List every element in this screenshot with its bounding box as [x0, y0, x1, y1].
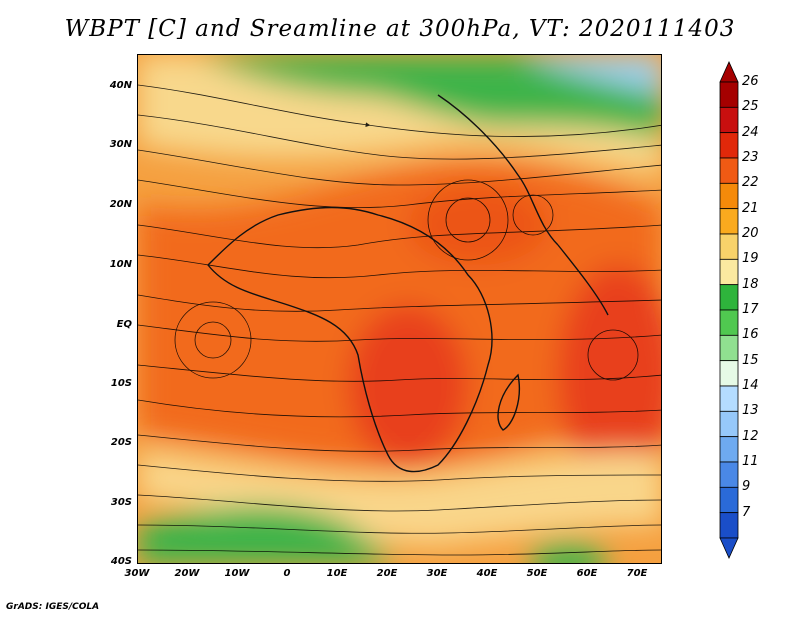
streamlines	[138, 84, 661, 556]
colorbar-label: 12	[742, 428, 759, 444]
colorbar-label: 23	[742, 150, 759, 165]
colorbar-label: 11	[742, 454, 759, 469]
colorbar-label: 24	[742, 124, 759, 140]
colorbar-box	[719, 309, 739, 336]
colorbar-label: 21	[742, 200, 759, 216]
wbpt-field-map	[138, 55, 661, 563]
lat-label-20s: 20S	[110, 437, 132, 448]
colorbar-box	[719, 360, 739, 387]
colorbar-box	[719, 233, 739, 260]
colorbar-box	[719, 436, 739, 463]
colorbar-label: 9	[742, 479, 751, 495]
colorbar-label: 18	[742, 276, 759, 292]
temperature-shading	[138, 55, 661, 563]
colorbar-label: 20	[742, 226, 759, 241]
colorbar-label: 14	[742, 378, 759, 393]
lat-label-40s: 40S	[110, 556, 132, 567]
colorbar: 26 25 24 23 22 21 20 19 18 17 16 15 14 13 12 11 9 7	[716, 60, 786, 560]
colorbar-box	[719, 132, 739, 159]
colorbar-box	[719, 385, 739, 412]
colorbar-label: 13	[742, 403, 759, 419]
lon-label-30w: 30W	[124, 568, 150, 579]
colorbar-label: 15	[742, 352, 759, 368]
colorbar-box	[719, 284, 739, 311]
colorbar-box	[719, 157, 739, 184]
lat-label-10s: 10S	[110, 378, 132, 389]
lon-label-60e: 60E	[576, 568, 598, 579]
lon-label-20e: 20E	[376, 568, 398, 579]
lon-label-70e: 70E	[626, 568, 648, 579]
colorbar-box	[719, 258, 739, 286]
colorbar-box	[719, 182, 739, 210]
colorbar-label: 16	[742, 327, 759, 343]
lat-label-20n: 20N	[109, 199, 132, 210]
colorbar-box	[719, 106, 739, 134]
colorbar-box	[719, 81, 739, 108]
lat-label-10n: 10N	[109, 259, 132, 270]
colorbar-label: 7	[742, 504, 751, 520]
lat-label-eq: EQ	[116, 319, 132, 330]
lon-label-20w: 20W	[174, 568, 200, 579]
lon-label-10w: 10W	[224, 568, 250, 579]
colorbar-label: 17	[742, 302, 759, 317]
colorbar-box	[719, 512, 739, 539]
lon-label-30e: 30E	[426, 568, 448, 579]
lat-label-30s: 30S	[110, 497, 132, 508]
lon-label-50e: 50E	[526, 568, 548, 579]
lon-label-40e: 40E	[476, 568, 498, 579]
grads-credit: GrADS: IGES/COLA	[6, 602, 100, 612]
map-title: WBPT [C] and Sreamline at 300hPa, VT: 20…	[64, 16, 736, 42]
colorbar-label: 19	[742, 251, 759, 267]
colorbar-label: 25	[742, 99, 759, 115]
lat-label-30n: 30N	[109, 139, 132, 150]
colorbar-boxes	[719, 61, 739, 559]
map-plot-area	[137, 54, 662, 564]
colorbar-box	[719, 486, 739, 514]
colorbar-label: 22	[742, 175, 759, 191]
lon-label-10e: 10E	[326, 568, 348, 579]
colorbar-box	[719, 208, 739, 235]
colorbar-top-arrow	[719, 61, 739, 83]
colorbar-label: 26	[742, 74, 759, 89]
colorbar-box	[719, 334, 739, 362]
colorbar-bottom-arrow	[719, 537, 739, 559]
lat-label-40n: 40N	[109, 80, 132, 91]
colorbar-box	[719, 461, 739, 488]
coastlines	[207, 94, 609, 473]
lon-label-0: 0	[283, 568, 291, 579]
colorbar-box	[719, 410, 739, 438]
